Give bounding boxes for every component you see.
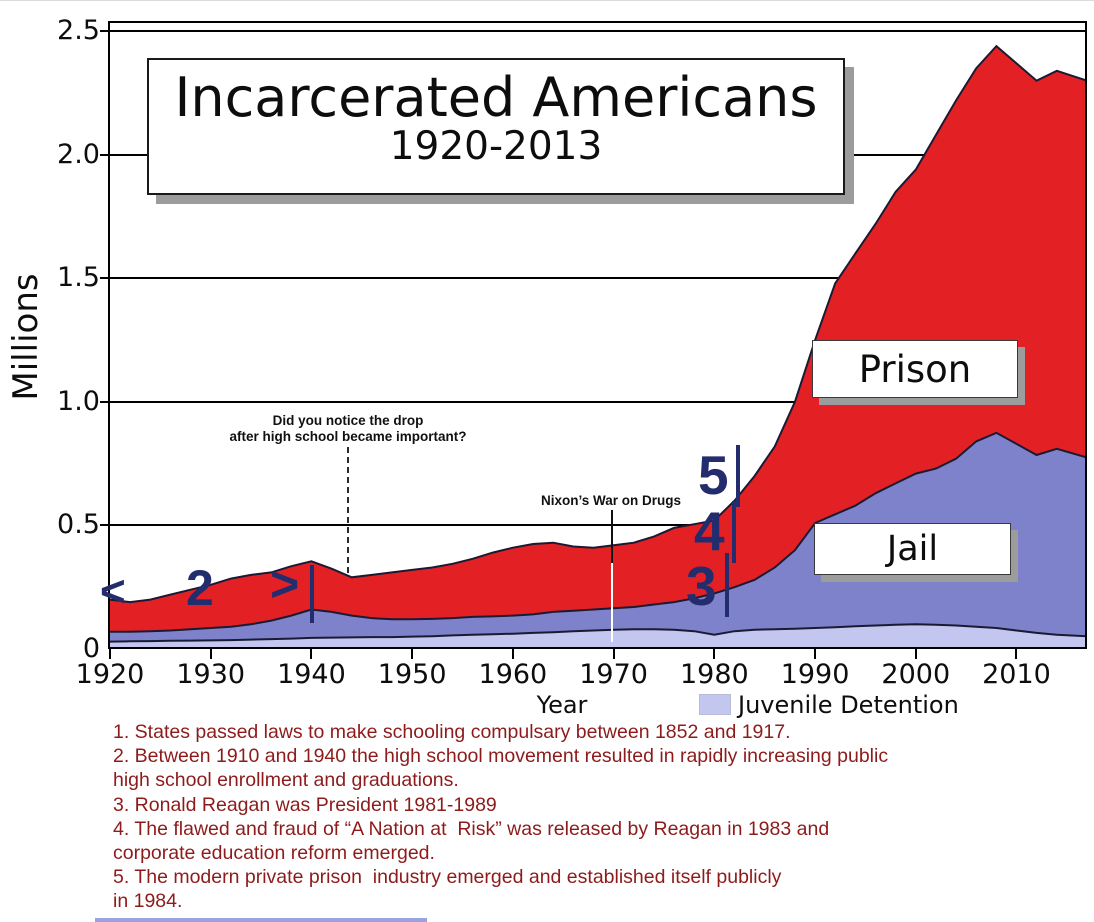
- x-tick-1970: [612, 649, 615, 659]
- chart-subtitle: 1920-2013: [389, 123, 603, 169]
- y-tick-2.5: [100, 30, 108, 33]
- x-tick-label-2010: 2010: [982, 659, 1051, 690]
- chart-marker-bar-2: [732, 501, 736, 563]
- stacked-area-chart: [109, 44, 1087, 649]
- chart-marker-<: <: [100, 567, 126, 616]
- x-tick-label-1990: 1990: [780, 659, 850, 690]
- highschool-drop-line1: Did you notice the drop: [272, 413, 424, 428]
- area-jail: [110, 432, 1087, 649]
- footnote-5-line2: in 1984.: [113, 890, 183, 913]
- area-prison: [110, 46, 1087, 649]
- gridline-0.5: [108, 524, 1087, 527]
- outline-prison: [109, 44, 1087, 604]
- x-axis-title: Year: [536, 691, 588, 719]
- x-tick-1930: [209, 649, 212, 659]
- x-tick-1950: [411, 649, 414, 659]
- prison-label: Prison: [858, 347, 972, 391]
- x-tick-label-2000: 2000: [881, 659, 951, 690]
- chart-marker-3: 3: [686, 555, 717, 617]
- jail-label-box: Jail: [814, 523, 1011, 575]
- bottom-edge-strip: [95, 918, 427, 922]
- footnote-4-line2: corporate education reform emerged.: [113, 842, 435, 865]
- nixon-line-upper: [611, 510, 613, 563]
- footnote-4-line1: 4. The flawed and fraud of “A Nation at …: [113, 817, 830, 840]
- nixon-line-lower: [611, 563, 613, 642]
- chart-marker->: >: [270, 556, 300, 612]
- x-tick-label-1980: 1980: [679, 659, 749, 690]
- outline-juvenile-detention: [109, 623, 1087, 643]
- jail-label: Jail: [886, 529, 939, 569]
- gridline-1.0: [108, 400, 1087, 403]
- footnote-5-line1: 5. The modern private prison industry em…: [113, 866, 782, 889]
- y-tick-label-2.0: 2.0: [57, 138, 100, 170]
- legend-swatch-juvenile: [699, 694, 731, 715]
- y-tick-1.5: [100, 277, 108, 280]
- footnote-1: 1. States passed laws to make schooling …: [113, 721, 791, 743]
- y-tick-label-0: 0: [82, 633, 100, 664]
- chart-marker-2: 2: [186, 560, 214, 616]
- x-tick-2000: [914, 649, 917, 659]
- footnote-3: 3. Ronald Reagan was President 1981-1989: [113, 793, 497, 816]
- chart-marker-4: 4: [694, 500, 725, 562]
- highschool-drop-dashed-line: [347, 447, 349, 573]
- footnote-2-line2: high school enrollment and graduations.: [113, 769, 459, 792]
- chart-title: Incarcerated Americans: [174, 66, 818, 129]
- highschool-drop-annotation: Did you notice the drop after high schoo…: [208, 413, 488, 444]
- legend-label-juvenile: Juvenile Detention: [738, 691, 959, 719]
- chart-title-box: Incarcerated Americans 1920-2013: [147, 58, 845, 195]
- chart-marker-bar-3: [725, 553, 729, 617]
- x-tick-1940: [310, 649, 313, 659]
- x-tick-label-1930: 1930: [176, 659, 246, 690]
- x-tick-1920: [109, 649, 111, 659]
- nixon-annotation: Nixon’s War on Drugs: [540, 493, 681, 508]
- y-tick-label-2.5: 2.5: [57, 15, 100, 47]
- chart-marker-bar-0: [310, 565, 314, 623]
- y-tick-label-1.5: 1.5: [57, 262, 100, 294]
- x-tick-label-1960: 1960: [478, 659, 548, 690]
- y-tick-1.0: [100, 400, 108, 403]
- footnote-2-line1: 2. Between 1910 and 1940 the high school…: [113, 745, 889, 768]
- x-tick-label-1940: 1940: [277, 659, 346, 690]
- x-tick-2010: [1015, 649, 1018, 659]
- footnotes-block: 1. States passed laws to make schooling …: [113, 720, 1065, 914]
- x-tick-label-1920: 1920: [75, 659, 145, 690]
- x-tick-1960: [511, 649, 514, 659]
- y-tick-0.5: [100, 524, 108, 527]
- y-tick-label-1.0: 1.0: [57, 385, 100, 417]
- gridline-2.5: [108, 30, 1087, 33]
- x-tick-label-1970: 1970: [579, 659, 648, 690]
- chart-marker-bar-1: [736, 445, 740, 507]
- x-tick-1990: [814, 649, 817, 659]
- area-juvenile-detention: [110, 624, 1087, 649]
- y-tick-label-0.5: 0.5: [57, 509, 100, 541]
- prison-label-box: Prison: [812, 340, 1018, 398]
- x-tick-label-1950: 1950: [377, 659, 447, 690]
- x-tick-1980: [713, 649, 716, 659]
- y-tick-2.0: [100, 153, 108, 156]
- highschool-drop-line2: after high school became important?: [229, 428, 467, 444]
- gridline-1.5: [108, 277, 1087, 280]
- chart-marker-5: 5: [698, 444, 729, 506]
- outline-jail: [110, 431, 1087, 633]
